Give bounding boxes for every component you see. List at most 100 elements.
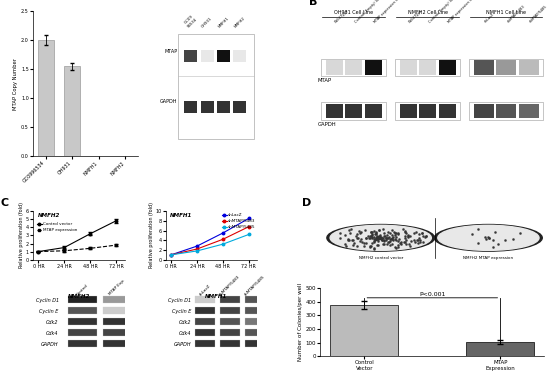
FancyBboxPatch shape bbox=[365, 104, 382, 118]
FancyBboxPatch shape bbox=[220, 307, 240, 313]
Text: Cdk2: Cdk2 bbox=[46, 320, 59, 325]
FancyBboxPatch shape bbox=[68, 318, 97, 325]
Y-axis label: Relative proliferation (fold): Relative proliferation (fold) bbox=[149, 203, 154, 269]
Text: MTAP Exp.: MTAP Exp. bbox=[108, 278, 126, 296]
Legend: Control vector, MTAP expression: Control vector, MTAP expression bbox=[37, 222, 78, 232]
FancyBboxPatch shape bbox=[68, 307, 97, 313]
MTAP expression bbox=[87, 246, 94, 250]
shLacZ bbox=[194, 244, 200, 248]
Control vector bbox=[113, 219, 119, 223]
Bar bbox=[64, 66, 80, 156]
Text: NMFH1 Cell Line: NMFH1 Cell Line bbox=[486, 10, 526, 16]
Text: shLacZ: shLacZ bbox=[199, 283, 212, 296]
FancyBboxPatch shape bbox=[220, 329, 240, 336]
FancyBboxPatch shape bbox=[326, 104, 343, 118]
FancyBboxPatch shape bbox=[245, 296, 265, 303]
FancyBboxPatch shape bbox=[519, 60, 539, 75]
FancyBboxPatch shape bbox=[103, 296, 132, 303]
Bar bbox=[331, 305, 398, 356]
FancyBboxPatch shape bbox=[201, 101, 213, 113]
Circle shape bbox=[327, 224, 434, 251]
Text: Control (Empty) Vector: Control (Empty) Vector bbox=[354, 0, 386, 24]
shMTAP/5485 bbox=[194, 249, 200, 253]
Text: OH931: OH931 bbox=[201, 16, 213, 29]
FancyBboxPatch shape bbox=[220, 341, 240, 347]
FancyBboxPatch shape bbox=[326, 60, 343, 75]
FancyBboxPatch shape bbox=[68, 341, 97, 347]
shMTAP/5483 bbox=[219, 237, 226, 242]
shLacZ bbox=[245, 216, 252, 221]
Text: Wild Type: Wild Type bbox=[334, 9, 349, 24]
FancyBboxPatch shape bbox=[245, 307, 265, 313]
FancyBboxPatch shape bbox=[217, 50, 230, 62]
Text: NMFH1: NMFH1 bbox=[217, 16, 230, 29]
FancyBboxPatch shape bbox=[245, 341, 265, 347]
FancyBboxPatch shape bbox=[419, 60, 437, 75]
FancyBboxPatch shape bbox=[103, 329, 132, 336]
Line: MTAP expression: MTAP expression bbox=[37, 244, 117, 253]
shMTAP/5485 bbox=[219, 242, 226, 246]
FancyBboxPatch shape bbox=[201, 50, 213, 62]
FancyBboxPatch shape bbox=[365, 60, 382, 75]
Text: Cyclin E: Cyclin E bbox=[39, 309, 59, 313]
FancyBboxPatch shape bbox=[184, 50, 197, 62]
Line: shMTAP/5485: shMTAP/5485 bbox=[170, 233, 250, 256]
FancyBboxPatch shape bbox=[245, 329, 265, 336]
Text: P<0.001: P<0.001 bbox=[419, 292, 446, 297]
MTAP expression bbox=[113, 243, 119, 247]
Text: Cyclin D1: Cyclin D1 bbox=[36, 298, 59, 303]
MTAP expression bbox=[61, 249, 68, 253]
FancyBboxPatch shape bbox=[195, 341, 215, 347]
shMTAP/5483 bbox=[245, 224, 252, 229]
Text: GAPDH: GAPDH bbox=[41, 342, 59, 347]
Y-axis label: Relative proliferation (fold): Relative proliferation (fold) bbox=[19, 203, 24, 269]
shLacZ bbox=[219, 231, 226, 235]
Bar bbox=[38, 40, 54, 156]
Text: NMFH2 control vector: NMFH2 control vector bbox=[359, 256, 403, 260]
FancyBboxPatch shape bbox=[220, 296, 240, 303]
FancyBboxPatch shape bbox=[439, 104, 456, 118]
shMTAP/5483 bbox=[168, 253, 174, 257]
FancyBboxPatch shape bbox=[419, 104, 437, 118]
Text: Cyclin E: Cyclin E bbox=[172, 309, 191, 313]
FancyBboxPatch shape bbox=[496, 104, 516, 118]
Control vector bbox=[87, 232, 94, 236]
shMTAP/5485 bbox=[168, 253, 174, 257]
Text: D: D bbox=[302, 198, 311, 208]
Text: shMTAP/5485: shMTAP/5485 bbox=[244, 274, 266, 296]
Text: shMTAP/5483: shMTAP/5483 bbox=[507, 5, 526, 24]
Text: Wild Type: Wild Type bbox=[409, 9, 423, 24]
shMTAP/5485 bbox=[245, 232, 252, 237]
Text: OH931 Cell Line: OH931 Cell Line bbox=[334, 10, 373, 16]
Control vector bbox=[61, 245, 68, 250]
Circle shape bbox=[438, 225, 539, 250]
Line: Control vector: Control vector bbox=[37, 220, 117, 253]
FancyBboxPatch shape bbox=[68, 329, 97, 336]
FancyBboxPatch shape bbox=[345, 60, 362, 75]
FancyBboxPatch shape bbox=[103, 307, 132, 313]
Text: MTAP expression Vector: MTAP expression Vector bbox=[373, 0, 406, 24]
Text: C: C bbox=[1, 198, 9, 209]
FancyBboxPatch shape bbox=[195, 296, 215, 303]
Text: NMFH2: NMFH2 bbox=[68, 294, 90, 299]
shLacZ bbox=[168, 253, 174, 257]
FancyBboxPatch shape bbox=[68, 296, 97, 303]
Text: GAPDH: GAPDH bbox=[318, 122, 337, 127]
Text: shLacZ: shLacZ bbox=[484, 12, 496, 24]
Line: shMTAP/5483: shMTAP/5483 bbox=[170, 226, 250, 256]
Y-axis label: MTAP Copy Number: MTAP Copy Number bbox=[13, 58, 18, 109]
FancyBboxPatch shape bbox=[439, 60, 456, 75]
FancyBboxPatch shape bbox=[233, 101, 246, 113]
Control vector bbox=[35, 249, 42, 254]
Line: shLacZ: shLacZ bbox=[170, 217, 250, 256]
FancyBboxPatch shape bbox=[400, 104, 417, 118]
Text: MTAP expression Vector: MTAP expression Vector bbox=[447, 0, 480, 24]
FancyBboxPatch shape bbox=[519, 104, 539, 118]
Text: GAPDH: GAPDH bbox=[174, 342, 191, 347]
Bar bbox=[466, 342, 534, 356]
Text: NMFH2: NMFH2 bbox=[37, 213, 60, 218]
Text: NMFH2 MTAP expression: NMFH2 MTAP expression bbox=[463, 256, 514, 260]
FancyBboxPatch shape bbox=[496, 60, 516, 75]
Text: B: B bbox=[309, 0, 317, 7]
Text: shMTAP/5483: shMTAP/5483 bbox=[219, 274, 241, 296]
